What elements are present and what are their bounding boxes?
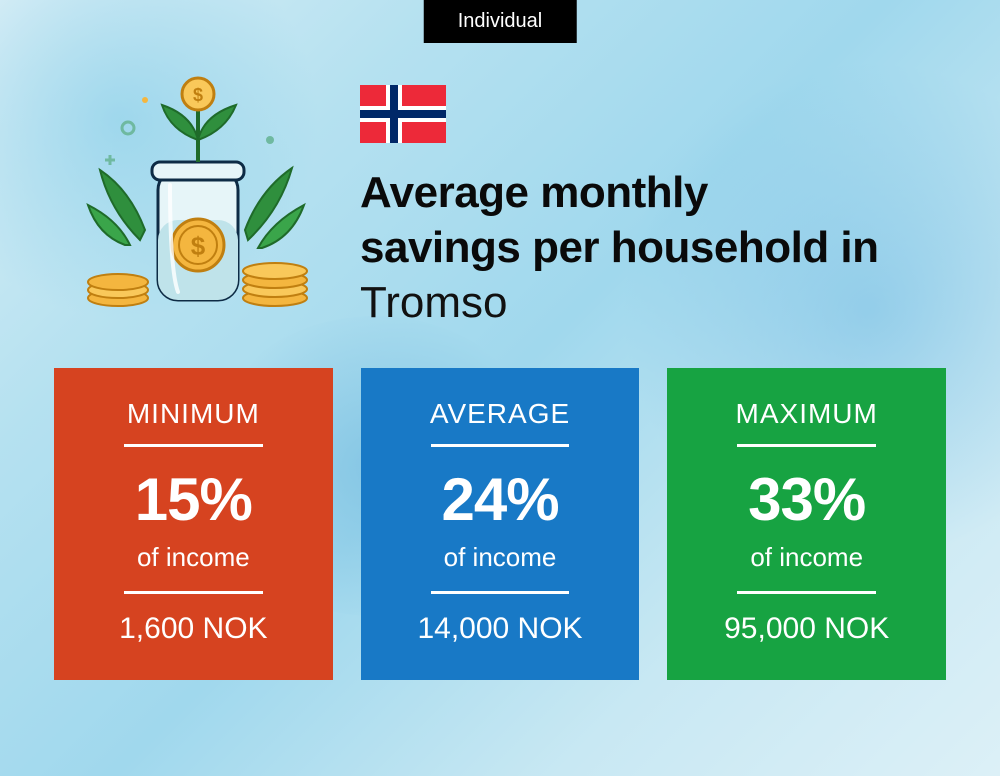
divider xyxy=(737,444,875,447)
card-maximum: MAXIMUM 33% of income 95,000 NOK xyxy=(667,368,946,680)
card-minimum-amount: 1,600 NOK xyxy=(74,612,313,646)
coin-stack-right-icon xyxy=(243,263,307,306)
card-maximum-percent: 33% xyxy=(687,465,926,534)
category-badge-label: Individual xyxy=(458,10,543,32)
svg-text:$: $ xyxy=(191,231,206,261)
card-minimum-label: MINIMUM xyxy=(74,398,313,444)
savings-illustration: $ $ xyxy=(70,70,320,320)
card-average: AVERAGE 24% of income 14,000 NOK xyxy=(361,368,640,680)
header: $ $ Average monthly savings per househol… xyxy=(0,0,1000,330)
card-average-amount: 14,000 NOK xyxy=(381,612,620,646)
card-maximum-label: MAXIMUM xyxy=(687,398,926,444)
divider xyxy=(431,444,569,447)
card-average-percent: 24% xyxy=(381,465,620,534)
coin-stack-left-icon xyxy=(88,274,148,306)
divider xyxy=(124,444,262,447)
category-badge: Individual xyxy=(424,0,577,43)
card-minimum: MINIMUM 15% of income 1,600 NOK xyxy=(54,368,333,680)
divider xyxy=(431,591,569,594)
card-maximum-sub: of income xyxy=(687,542,926,591)
norway-flag-icon xyxy=(360,85,446,143)
jar-icon: $ xyxy=(152,162,244,300)
card-average-sub: of income xyxy=(381,542,620,591)
card-average-label: AVERAGE xyxy=(381,398,620,444)
title-line-1: Average monthly xyxy=(360,165,879,220)
stats-cards: MINIMUM 15% of income 1,600 NOK AVERAGE … xyxy=(0,330,1000,680)
title-block: Average monthly savings per household in… xyxy=(360,70,879,330)
card-minimum-percent: 15% xyxy=(74,465,313,534)
card-minimum-sub: of income xyxy=(74,542,313,591)
card-maximum-amount: 95,000 NOK xyxy=(687,612,926,646)
divider xyxy=(124,591,262,594)
title-line-2: savings per household in xyxy=(360,220,879,275)
title-city: Tromso xyxy=(360,275,879,330)
svg-text:$: $ xyxy=(193,85,203,105)
divider xyxy=(737,591,875,594)
